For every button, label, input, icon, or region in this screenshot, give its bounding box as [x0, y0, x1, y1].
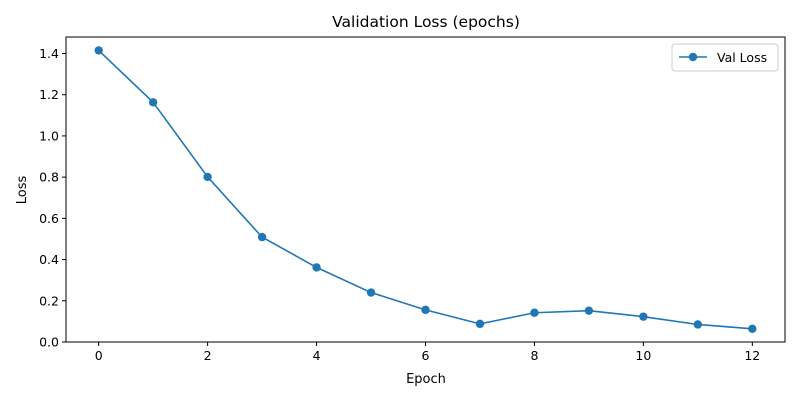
- y-tick-label: 0.2: [39, 293, 59, 308]
- x-tick-label: 12: [744, 348, 760, 363]
- data-point: [312, 263, 321, 272]
- legend-marker: [688, 52, 698, 62]
- plot-frame: [65, 36, 786, 343]
- data-point: [584, 306, 594, 315]
- x-axis-label: Epoch: [406, 372, 446, 387]
- legend-box: [671, 43, 779, 72]
- x-tick-label: 8: [530, 348, 538, 363]
- data-point: [693, 320, 703, 329]
- y-tick-label: 0.0: [39, 335, 59, 350]
- y-axis-ticks: 0.0 0.2 0.4 0.6 0.8 1.0 1.2 1.4: [39, 46, 66, 350]
- data-point: [366, 288, 376, 297]
- x-tick-label: 6: [422, 348, 430, 363]
- y-tick-label: 1.0: [39, 128, 59, 143]
- data-point: [203, 172, 212, 182]
- series-layer: [94, 46, 757, 334]
- data-point: [94, 46, 103, 55]
- legend-label: Val Loss: [717, 50, 767, 65]
- data-point: [748, 324, 757, 334]
- x-tick-label: 10: [635, 348, 651, 363]
- plot-area: [66, 37, 785, 342]
- data-point: [530, 308, 539, 317]
- data-point: [639, 312, 648, 321]
- y-tick-label: 0.8: [39, 170, 59, 185]
- data-point: [257, 232, 267, 242]
- chart-title: Validation Loss (epochs): [332, 13, 520, 31]
- y-tick-label: 0.6: [39, 211, 59, 226]
- data-point: [421, 305, 430, 315]
- y-tick-label: 0.4: [39, 252, 59, 267]
- legend: Val Loss: [671, 43, 779, 72]
- data-point: [148, 98, 158, 107]
- y-tick-label: 1.4: [39, 46, 59, 61]
- y-axis-label: Loss: [15, 176, 30, 205]
- x-tick-label: 4: [313, 348, 321, 363]
- y-tick-label: 1.2: [39, 87, 59, 102]
- data-point: [475, 319, 485, 329]
- x-axis-ticks: 0 2 4 6 8 10 12: [95, 342, 760, 363]
- x-tick-label: 0: [95, 348, 103, 363]
- x-tick-label: 2: [204, 348, 212, 363]
